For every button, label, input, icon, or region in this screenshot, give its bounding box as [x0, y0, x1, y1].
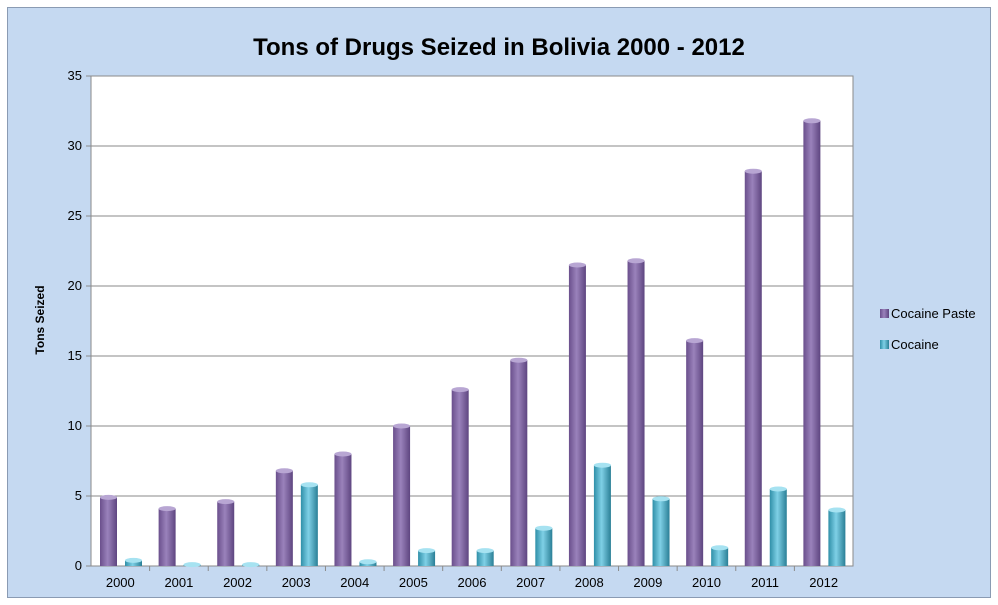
bar-cap — [476, 548, 494, 554]
legend-label: Cocaine — [891, 337, 939, 352]
bar-cap — [828, 507, 846, 513]
bar-cap — [627, 258, 645, 264]
bar-cocaine-paste-2006 — [451, 389, 469, 566]
bar-cocaine-paste-2011 — [744, 171, 762, 566]
y-tick-label: 10 — [68, 418, 82, 433]
bar-cap — [686, 338, 704, 344]
gridlines — [91, 145, 853, 497]
bar-cap — [451, 387, 469, 393]
bar-cap — [300, 482, 318, 488]
x-tick-label: 2009 — [633, 575, 662, 590]
bar-cocaine-2005 — [418, 550, 436, 566]
bar-cap — [275, 468, 293, 474]
bar-cocaine-paste-2007 — [510, 360, 528, 566]
bar-cap — [769, 486, 787, 492]
legend: Cocaine Paste Cocaine — [880, 306, 976, 352]
x-tick-label: 2012 — [809, 575, 838, 590]
bar-cap — [217, 499, 235, 505]
bar-cocaine-paste-2000 — [100, 497, 117, 566]
bar-cap — [652, 496, 670, 502]
bar-cap — [510, 357, 528, 363]
legend-swatch — [880, 309, 889, 318]
y-axis-label: Tons Seized — [33, 285, 47, 354]
bar-cap — [568, 262, 586, 268]
bar-cap — [744, 168, 762, 174]
y-tick-label: 5 — [75, 488, 82, 503]
bar-cocaine-2010 — [711, 547, 729, 566]
x-tick-label: 2001 — [164, 575, 193, 590]
bar-cocaine-paste-2010 — [686, 340, 704, 566]
bar-cocaine-paste-2002 — [217, 501, 235, 566]
x-tick-label: 2008 — [575, 575, 604, 590]
x-tick-label: 2011 — [751, 575, 779, 590]
bar-cap — [158, 506, 176, 512]
bar-cap — [393, 423, 411, 429]
bar-cocaine-paste-2012 — [803, 120, 821, 567]
legend-label: Cocaine Paste — [891, 306, 976, 321]
bar-cap — [334, 451, 352, 457]
x-tick-label: 2003 — [282, 575, 311, 590]
y-tick-label: 35 — [68, 68, 82, 83]
y-tick-label: 30 — [68, 138, 82, 153]
y-tick-label: 20 — [68, 278, 82, 293]
x-tick-label: 2010 — [692, 575, 721, 590]
legend-swatch — [880, 340, 889, 349]
x-axis-ticks: 2000 2001 2002 2003 2004 2005 2006 2007 2008 2009… — [106, 566, 838, 590]
bar-cocaine-paste-2005 — [393, 426, 411, 566]
bar-cocaine-paste-2003 — [275, 470, 293, 566]
bar-cocaine-2006 — [476, 550, 494, 566]
bar-cocaine-2003 — [300, 484, 318, 566]
bar-cap — [535, 525, 553, 531]
x-tick-label: 2004 — [340, 575, 369, 590]
bar-cap — [242, 562, 260, 568]
x-tick-label: 2005 — [399, 575, 428, 590]
bar-cocaine-paste-2009 — [627, 260, 645, 566]
x-tick-label: 2006 — [458, 575, 487, 590]
x-tick-label: 2002 — [223, 575, 252, 590]
chart-title: Tons of Drugs Seized in Bolivia 2000 - 2… — [253, 34, 745, 61]
x-tick-label: 2000 — [106, 575, 135, 590]
bar-cocaine-2011 — [769, 489, 787, 566]
y-tick-label: 15 — [68, 348, 82, 363]
y-axis-ticks: 0 5 10 15 20 25 30 35 — [68, 68, 91, 573]
bar-cap — [418, 548, 436, 554]
y-tick-label: 0 — [75, 558, 82, 573]
plot-area — [90, 75, 854, 567]
bar-cap — [125, 557, 142, 563]
y-tick-label: 25 — [68, 208, 82, 223]
bar-cap — [593, 462, 611, 468]
bar-cocaine-2012 — [828, 510, 846, 566]
bar-cocaine-2009 — [652, 498, 670, 566]
x-tick-label: 2007 — [516, 575, 545, 590]
bar-cocaine-2000 — [125, 560, 142, 566]
bar-cap — [711, 545, 729, 551]
bar-cap — [183, 562, 201, 568]
bar-cocaine-2008 — [593, 465, 611, 566]
bar-cap — [100, 494, 117, 500]
bar-cap — [803, 118, 821, 124]
bar-cocaine-2007 — [535, 528, 553, 566]
bar-cocaine-paste-2004 — [334, 454, 352, 566]
bar-cocaine-paste-2008 — [568, 265, 586, 566]
bar-cap — [359, 559, 377, 565]
bar-cocaine-paste-2001 — [158, 508, 176, 566]
bars — [100, 118, 846, 568]
